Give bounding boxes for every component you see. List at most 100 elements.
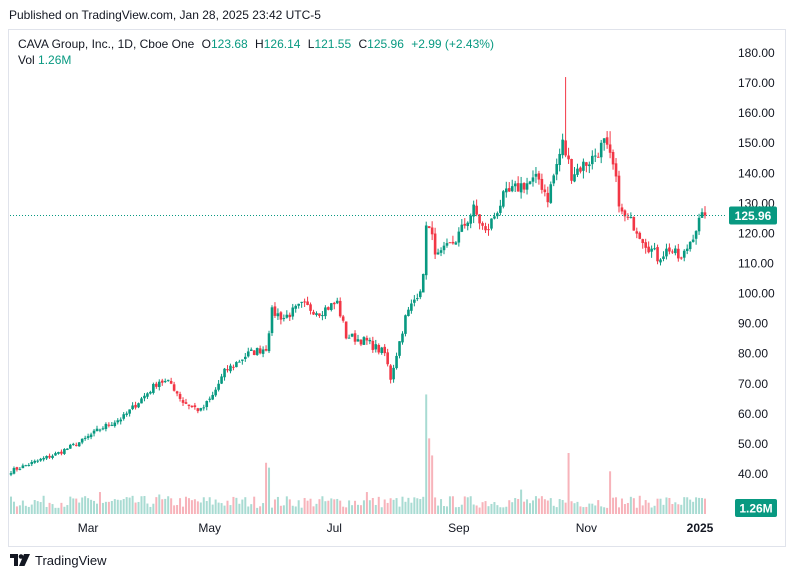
candle-body xyxy=(605,137,609,145)
candle-body xyxy=(502,191,505,207)
volume-bar xyxy=(680,504,683,514)
candle-body xyxy=(677,248,680,259)
volume-bar xyxy=(167,496,170,514)
volume-bar xyxy=(36,501,39,514)
symbol-title: CAVA Group, Inc., 1D, Cboe One xyxy=(18,37,195,51)
candle-body xyxy=(679,257,683,259)
candle-body xyxy=(427,226,431,228)
candle-body xyxy=(537,173,541,180)
candle-body xyxy=(187,404,191,406)
volume-bar xyxy=(635,507,638,514)
candle-body xyxy=(507,188,511,192)
x-tick-label: 2025 xyxy=(687,521,714,535)
volume-bar xyxy=(164,498,167,514)
candle-body xyxy=(424,225,428,276)
candle-body xyxy=(74,444,78,446)
volume-bar xyxy=(107,501,110,514)
candle-body xyxy=(579,167,582,172)
volume-bar xyxy=(265,462,268,514)
candle-body xyxy=(555,164,559,175)
candle-body xyxy=(404,315,407,334)
volume-bar xyxy=(137,501,140,514)
volume-bar xyxy=(152,503,155,514)
volume-bar xyxy=(594,505,597,514)
candle-body xyxy=(232,366,235,368)
volume-bar xyxy=(75,498,78,514)
volume-bar xyxy=(413,497,416,514)
candle-body xyxy=(662,256,665,259)
candle-body xyxy=(36,460,39,462)
volume-bar xyxy=(170,498,173,514)
candle-body xyxy=(107,424,111,426)
candle-body xyxy=(650,248,653,252)
volume-bar xyxy=(134,502,137,514)
volume-bar xyxy=(345,507,348,514)
volume-bar xyxy=(315,503,318,514)
candle-body xyxy=(318,313,321,316)
volume-bar xyxy=(377,496,380,514)
volume-bar xyxy=(155,497,158,514)
volume-bar xyxy=(256,507,259,514)
candle-body xyxy=(368,339,372,342)
candle-body xyxy=(614,163,618,177)
y-tick-label: 100.00 xyxy=(738,287,775,301)
volume-bar xyxy=(443,506,446,514)
volume-bar xyxy=(259,506,262,514)
candle-body xyxy=(98,429,102,431)
volume-bar xyxy=(184,496,187,514)
candle-body xyxy=(128,409,131,414)
low-label: L xyxy=(307,37,315,51)
candle-body xyxy=(691,239,695,242)
candle-body xyxy=(95,428,99,432)
candle-body xyxy=(377,345,381,353)
candle-body xyxy=(599,142,603,158)
candle-body xyxy=(647,246,650,253)
tradingview-footer[interactable]: TradingView xyxy=(10,552,107,568)
volume-bar xyxy=(199,502,202,514)
candle-body xyxy=(217,383,220,390)
candle-body xyxy=(386,352,389,365)
candle-body xyxy=(416,298,419,300)
candle-body xyxy=(623,210,627,217)
candle-body xyxy=(665,248,668,257)
candle-body xyxy=(398,341,401,356)
volume-bar xyxy=(531,500,534,514)
candle-body xyxy=(291,307,295,317)
candle-body xyxy=(140,398,143,404)
candle-body xyxy=(45,455,48,459)
candle-body xyxy=(620,207,624,212)
volume-bar xyxy=(229,505,232,514)
candle-body xyxy=(63,449,66,454)
volume-bar xyxy=(78,502,81,514)
volume-bar xyxy=(312,506,315,514)
candle-body xyxy=(202,407,206,409)
volume-bar xyxy=(469,496,472,514)
candle-body xyxy=(590,155,594,165)
volume-bar xyxy=(297,500,300,514)
candle-body xyxy=(685,248,689,251)
chart-frame[interactable] xyxy=(8,29,786,547)
volume-bar xyxy=(116,499,119,514)
candle-body xyxy=(196,408,200,412)
candle-body xyxy=(499,205,502,213)
candle-body xyxy=(193,405,197,408)
volume-bar xyxy=(395,498,398,514)
volume-bar xyxy=(247,506,250,514)
candle-body xyxy=(243,356,247,360)
volume-bar xyxy=(24,505,27,514)
candle-body xyxy=(392,367,395,380)
volume-bar xyxy=(490,503,493,514)
volume-bar xyxy=(704,498,706,514)
x-tick-label: Mar xyxy=(78,521,99,535)
volume-bar xyxy=(514,498,517,514)
tradingview-logo-icon xyxy=(10,554,30,566)
candle-body xyxy=(353,333,357,342)
volume-bar xyxy=(517,499,520,514)
volume-bar xyxy=(339,500,342,514)
candle-body xyxy=(324,307,327,317)
volume-bar xyxy=(451,496,454,514)
candle-body xyxy=(309,304,312,311)
volume-bar xyxy=(66,505,69,514)
candle-body xyxy=(632,216,636,231)
